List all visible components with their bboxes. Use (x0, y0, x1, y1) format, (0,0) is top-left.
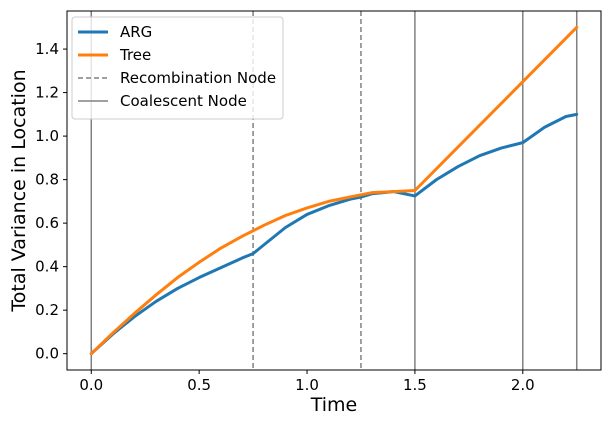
x-tick-label: 2.0 (511, 376, 535, 394)
y-tick-label: 1.4 (35, 40, 59, 58)
x-tick-label: 0.5 (187, 376, 211, 394)
legend-label-0: ARG (120, 23, 152, 41)
legend-box (71, 16, 284, 120)
x-tick-label: 1.5 (403, 376, 427, 394)
y-tick-label: 0.2 (35, 301, 59, 319)
x-axis-label: Time (310, 394, 358, 416)
legend: ARG Tree Recombination Node Coalescent Node (71, 16, 284, 120)
legend-label-2: Recombination Node (120, 69, 276, 87)
axis-ticks: 0.0 0.5 1.0 1.5 2.0 0.0 0.2 0.4 0.6 0.8 1.0 1.2 1.4 (35, 40, 535, 394)
y-tick-label: 0.4 (35, 258, 59, 276)
legend-label-3: Coalescent Node (120, 92, 247, 110)
y-tick-label: 0.8 (35, 171, 59, 189)
series-lines (89, 25, 579, 356)
series-line-tree (89, 25, 579, 356)
y-tick-label: 1.0 (35, 127, 59, 145)
y-tick-label: 0.6 (35, 214, 59, 232)
y-axis-label: Total Variance in Location (8, 69, 30, 312)
x-tick-label: 0.0 (79, 376, 103, 394)
plot-area (66, 10, 602, 371)
legend-label-1: Tree (119, 46, 151, 64)
y-tick-label: 1.2 (35, 84, 59, 102)
y-tick-label: 0.0 (35, 345, 59, 363)
series-line-arg (89, 112, 579, 356)
x-tick-label: 1.0 (295, 376, 319, 394)
